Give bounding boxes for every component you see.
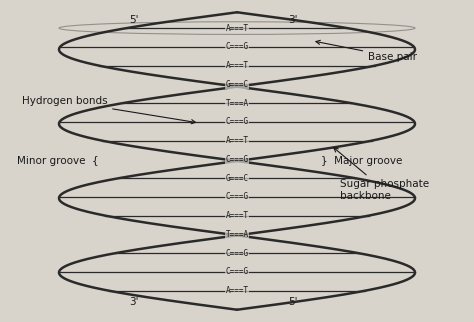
Text: A===T: A===T [226, 211, 248, 220]
Text: 3': 3' [129, 297, 139, 307]
Text: C===G: C===G [226, 193, 248, 202]
Text: A===T: A===T [226, 136, 248, 145]
Text: A===T: A===T [226, 286, 248, 295]
Text: C===G: C===G [226, 43, 248, 51]
Text: Minor groove  {: Minor groove { [17, 156, 99, 166]
Text: A===T: A===T [226, 61, 248, 70]
Text: }  Major groove: } Major groove [321, 156, 403, 166]
Text: G===C: G===C [226, 174, 248, 183]
Text: C===G: C===G [226, 249, 248, 258]
Text: A===T: A===T [226, 24, 248, 33]
Text: Hydrogen bonds: Hydrogen bonds [21, 96, 196, 124]
Text: 5': 5' [129, 15, 139, 25]
Text: C===G: C===G [226, 155, 248, 164]
Text: 3': 3' [289, 15, 298, 25]
Text: C===G: C===G [226, 268, 248, 277]
Text: 5': 5' [289, 297, 298, 307]
Text: G===C: G===C [226, 80, 248, 89]
Text: Sugar phosphate
backbone: Sugar phosphate backbone [334, 148, 429, 201]
Text: T===A: T===A [226, 99, 248, 108]
Text: T===A: T===A [226, 230, 248, 239]
Text: Base pair: Base pair [316, 40, 417, 62]
Text: C===G: C===G [226, 118, 248, 127]
